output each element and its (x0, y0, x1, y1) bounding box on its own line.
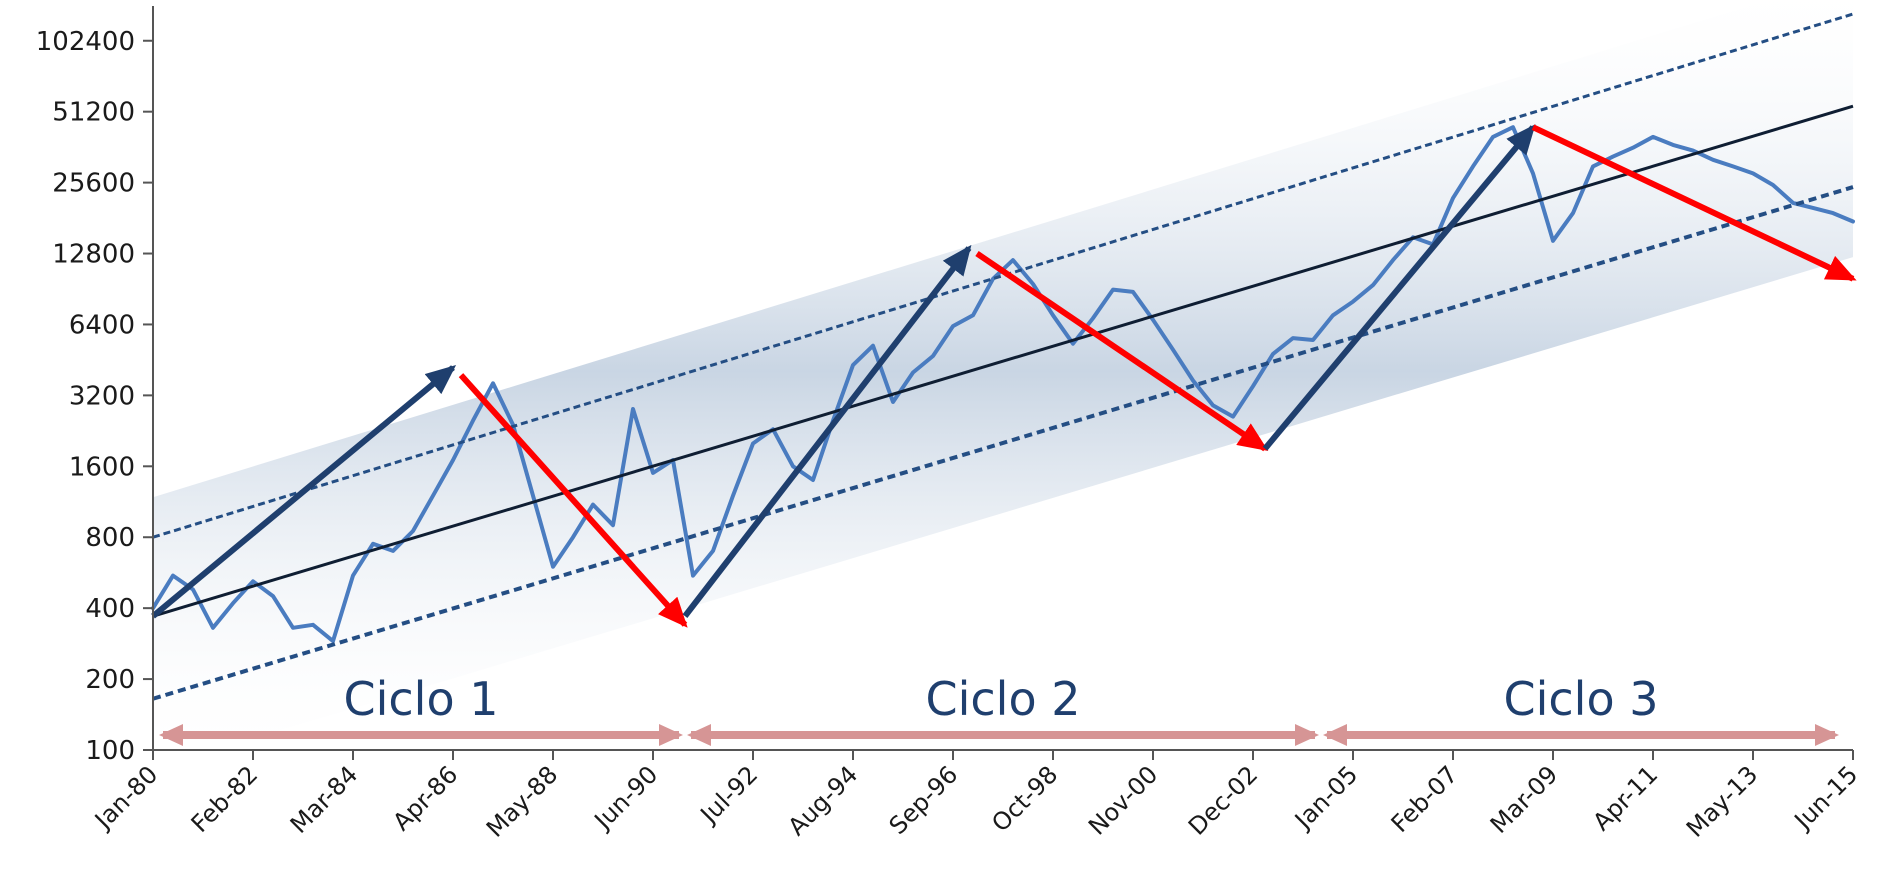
x-tick-label: May-88 (481, 760, 563, 842)
trend-line (152, 104, 1854, 618)
y-tick-label: 12800 (52, 240, 135, 270)
y-tick-label: 800 (85, 523, 135, 553)
x-tick-label: Mar-09 (1485, 760, 1563, 838)
x-tick-label: Apr-86 (387, 760, 463, 836)
channel-band (153, 0, 1853, 769)
x-tick-label: Jun-15 (1788, 760, 1863, 835)
y-tick-label: 400 (85, 594, 135, 624)
x-tick-label: May-13 (1681, 760, 1763, 842)
y-tick-label: 25600 (52, 169, 135, 199)
y-tick-label: 200 (85, 665, 135, 695)
x-tick-label: Apr-11 (1587, 760, 1663, 836)
x-tick-label: Oct-98 (986, 760, 1063, 837)
cycle-label-2: Ciclo 2 (925, 672, 1080, 726)
y-tick-label: 3200 (69, 381, 135, 411)
cycle-label-1: Ciclo 1 (343, 672, 498, 726)
x-tick-label: Feb-82 (186, 760, 264, 838)
lower-band-line (152, 185, 1854, 701)
y-tick-label: 51200 (52, 98, 135, 128)
x-tick-label: Sep-96 (884, 760, 964, 840)
x-tick-label: Jun-90 (588, 760, 663, 835)
x-tick-label: Feb-07 (1386, 760, 1464, 838)
y-tick-label: 1600 (69, 452, 135, 482)
x-tick-label: Dec-02 (1183, 760, 1263, 840)
up-trend-arrow-5 (1262, 124, 1536, 451)
x-tick-label: Mar-84 (285, 760, 363, 838)
x-tick-label: Jul-92 (694, 760, 763, 829)
up-trend-arrow-1 (151, 364, 457, 619)
x-tick-label: Jan-05 (1288, 760, 1363, 835)
y-tick-label: 6400 (69, 310, 135, 340)
down-trend-arrow-6 (1531, 124, 1857, 282)
x-tick-label: Nov-00 (1083, 760, 1163, 840)
y-tick-label: 100 (85, 736, 135, 766)
up-trend-arrow-3 (682, 244, 972, 618)
y-tick-label: 102400 (36, 27, 135, 57)
down-trend-arrow-4 (975, 251, 1269, 452)
x-tick-label: Aug-94 (783, 760, 864, 841)
down-trend-arrow-2 (458, 373, 688, 628)
cycle-label-3: Ciclo 3 (1503, 672, 1658, 726)
x-tick-label: Jan-80 (88, 760, 163, 835)
